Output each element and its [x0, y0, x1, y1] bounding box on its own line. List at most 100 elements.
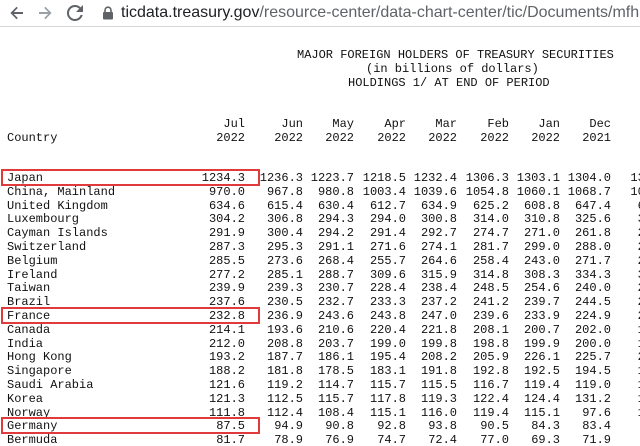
- holding-value: 306.8: [266, 212, 303, 227]
- holding-value: 29: [638, 240, 640, 254]
- holding-value: 116.0: [420, 405, 457, 420]
- holding-value: 199.9: [523, 336, 560, 351]
- holding-value: 115.1: [369, 405, 406, 420]
- holding-value: 254.6: [523, 281, 560, 296]
- holding-value: 273.6: [266, 253, 303, 268]
- holding-value: 33: [638, 268, 640, 282]
- year-header: 2022: [325, 131, 354, 145]
- holding-value: 634.9: [420, 198, 457, 213]
- holding-value: 228.4: [369, 281, 406, 296]
- holding-value: 112.4: [266, 405, 303, 420]
- holding-value: 33: [638, 212, 640, 226]
- holding-value: 23: [638, 350, 640, 364]
- holding-value: 25: [638, 254, 640, 268]
- holding-value: 314.0: [472, 212, 509, 227]
- holding-value: 188.2: [208, 364, 245, 379]
- holding-value: 193.6: [266, 322, 303, 337]
- country-name: Belgium: [7, 253, 58, 268]
- holding-value: 238.4: [420, 281, 457, 296]
- holding-value: 192.8: [472, 364, 509, 379]
- holding-value: 26: [638, 226, 640, 240]
- holding-value: 277.2: [208, 267, 245, 282]
- country-name: Brazil: [7, 295, 51, 310]
- doc-title: MAJOR FOREIGN HOLDERS OF TREASURY SECURI…: [297, 48, 614, 62]
- holding-value: 295.3: [266, 240, 303, 254]
- browser-toolbar: ticdata.treasury.gov/resource-center/dat…: [0, 0, 640, 27]
- url-text[interactable]: ticdata.treasury.gov/resource-center/dat…: [121, 4, 640, 22]
- holding-value: 288.7: [317, 267, 354, 282]
- holding-value: 115.1: [523, 405, 560, 420]
- holding-value: 90.5: [480, 419, 509, 434]
- table-row: Norway 111.8 112.4 108.4 115.1 116.0 119.4 115.…: [0, 406, 640, 420]
- holding-value: 233.9: [523, 309, 560, 323]
- info-lock-icon[interactable]: [102, 6, 114, 20]
- table-row: China, Mainland 970.0 967.8 980.8 1003.4 1039…: [0, 185, 640, 199]
- holding-value: 124.4: [523, 391, 560, 406]
- holding-value: 630.4: [317, 198, 354, 213]
- table-row: Canada 214.1 193.6 210.6 220.4 221.8 208.1 200.…: [0, 323, 640, 337]
- holding-value: 181.8: [266, 364, 303, 379]
- holding-value: 261.8: [574, 226, 611, 241]
- back-arrow-icon[interactable]: [6, 2, 28, 24]
- country-column-header: Country: [7, 131, 58, 145]
- holding-value: 208.2: [420, 350, 457, 365]
- holding-value: 239.9: [208, 281, 245, 296]
- holding-value: 200.0: [574, 336, 611, 351]
- holding-value: 325.6: [574, 212, 611, 227]
- holding-value: 232.7: [317, 295, 354, 310]
- url-path: /resource-center/data-chart-center/tic/D…: [259, 4, 640, 21]
- holding-value: 92.8: [377, 419, 406, 434]
- holding-value: 108.4: [317, 405, 354, 420]
- country-name: France: [7, 309, 51, 323]
- holding-value: 62: [638, 199, 640, 213]
- year-header: 2021: [582, 131, 611, 145]
- country-name: United Kingdom: [7, 198, 108, 213]
- holding-value: 12: [638, 378, 640, 392]
- holding-value: 237.2: [420, 295, 457, 310]
- holding-value: 193.2: [208, 350, 245, 365]
- holding-value: 106: [630, 184, 640, 199]
- holding-value: 111.8: [208, 405, 245, 420]
- address-bar[interactable]: ticdata.treasury.gov/resource-center/dat…: [98, 1, 640, 25]
- table-row: Japan 1234.3 1236.3 1223.7 1218.5 1232.4 1306.…: [0, 171, 640, 185]
- holding-value: 19: [638, 323, 640, 337]
- country-name: Ireland: [7, 267, 58, 282]
- reload-icon[interactable]: [64, 2, 86, 24]
- holding-value: 244.5: [574, 295, 611, 310]
- holding-value: 308.3: [523, 267, 560, 282]
- holding-value: 121.3: [208, 391, 245, 406]
- table-row: Taiwan 239.9 239.3 230.7 228.4 238.4 248.5 254.…: [0, 281, 640, 295]
- holding-value: 300.4: [266, 226, 303, 241]
- holding-value: 115.5: [420, 378, 457, 392]
- holding-value: 97.6: [582, 405, 611, 420]
- holding-value: 237.6: [208, 295, 245, 310]
- holding-value: 314.8: [472, 267, 509, 282]
- holding-value: 114.7: [317, 378, 354, 392]
- table-row: Hong Kong 193.2 187.7 186.1 195.4 208.2 205.9 2…: [0, 350, 640, 364]
- holding-value: 1054.8: [465, 184, 509, 199]
- holding-value: 236.9: [266, 309, 303, 323]
- country-name: Luxembourg: [7, 212, 80, 227]
- forward-arrow-icon[interactable]: [34, 2, 56, 24]
- holding-value: 1039.6: [413, 184, 457, 199]
- holding-value: 115.7: [369, 378, 406, 392]
- holding-value: 271.7: [574, 253, 611, 268]
- table-row: Singapore 188.2 181.8 178.5 183.1 191.8 192.8 1…: [0, 364, 640, 378]
- month-header: Jun: [281, 117, 303, 131]
- holding-value: 304.2: [208, 212, 245, 227]
- year-header: 2022: [377, 131, 406, 145]
- holding-value: 1218.5: [362, 171, 406, 185]
- table-row: Belgium 285.5 273.6 268.4 255.7 264.6 258.4 243…: [0, 254, 640, 268]
- doc-subtitle-period: HOLDINGS 1/ AT END OF PERIOD: [348, 76, 550, 90]
- holding-value: 233.3: [369, 295, 406, 310]
- holding-value: 310.8: [523, 212, 560, 227]
- holding-value: 10: [638, 406, 640, 420]
- country-name: Bermuda: [7, 433, 58, 446]
- holding-value: 264.6: [420, 253, 457, 268]
- holding-value: 19: [638, 337, 640, 351]
- holding-value: 74.7: [377, 433, 406, 446]
- year-header: 2022: [531, 131, 560, 145]
- holding-value: 615.4: [266, 198, 303, 213]
- holding-value: 647.4: [574, 198, 611, 213]
